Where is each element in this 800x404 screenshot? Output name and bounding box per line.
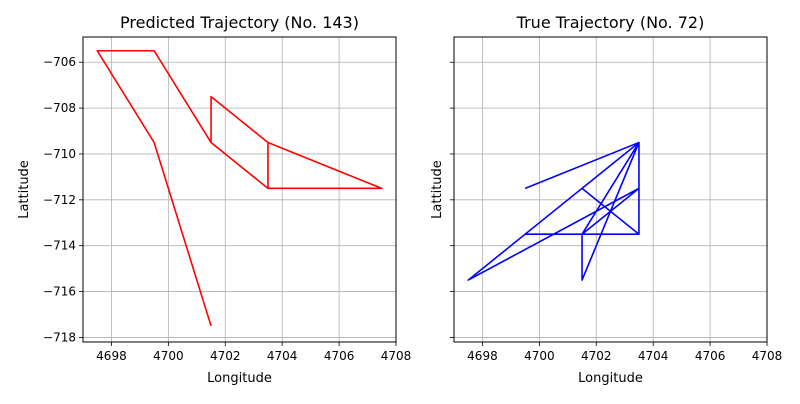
y-tick-label: −708 (43, 101, 76, 115)
grid-lines (454, 37, 768, 342)
x-axis-label: Longitude (207, 371, 272, 386)
y-tick-label: −718 (43, 330, 76, 344)
x-tick-label: 4704 (267, 349, 298, 363)
y-tick-label: −716 (43, 285, 76, 299)
x-tick-label: 4698 (96, 349, 127, 363)
x-tick-label: 4702 (210, 349, 241, 363)
x-tick-label: 4698 (467, 349, 498, 363)
y-tick-label: −706 (43, 55, 76, 69)
true-trajectory-line (467, 141, 640, 281)
x-tick-label: 4708 (752, 349, 783, 363)
x-tick-label: 4706 (324, 349, 355, 363)
x-axis-label: Longitude (578, 371, 643, 386)
plot-frame (453, 36, 768, 343)
tick-marks: 4698 4700 4702 4704 4706 4708 −706 −708 −710 −712… (43, 55, 411, 363)
x-tick-label: 4702 (581, 349, 612, 363)
predicted-trajectory-panel: 4698 4700 4702 4704 4706 4708 −706 −708 −710 −712… (17, 13, 411, 386)
x-tick-label: 4708 (381, 349, 412, 363)
y-axis-label: Lattitude (430, 160, 445, 219)
x-tick-label: 4704 (638, 349, 669, 363)
tick-marks: 4698 4700 4702 4704 4706 4708 (450, 61, 783, 363)
chart-title: True Trajectory (No. 72) (516, 13, 705, 32)
y-axis-label: Lattitude (17, 160, 32, 219)
true-trajectory-panel: 4698 4700 4702 4704 4706 4708 True Trajectory… (430, 13, 782, 386)
x-tick-label: 4706 (695, 349, 726, 363)
y-tick-label: −710 (43, 147, 76, 161)
y-tick-label: −714 (43, 239, 76, 253)
chart-title: Predicted Trajectory (No. 143) (120, 13, 359, 32)
x-tick-label: 4700 (524, 349, 555, 363)
predicted-trajectory-line (96, 49, 383, 327)
plot-frame (82, 36, 397, 343)
y-tick-label: −712 (43, 193, 76, 207)
x-tick-label: 4700 (153, 349, 184, 363)
